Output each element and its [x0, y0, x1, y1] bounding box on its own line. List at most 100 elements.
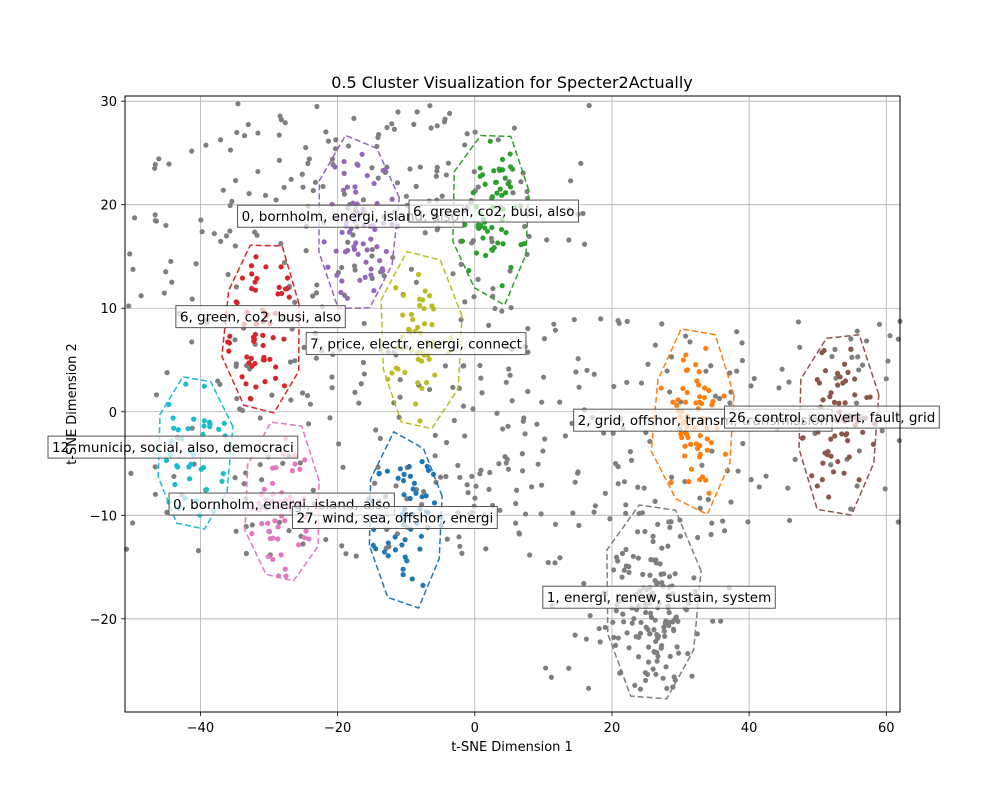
noise-point	[511, 125, 517, 131]
cluster-point	[355, 162, 361, 168]
cluster-point	[693, 441, 699, 447]
noise-point	[883, 376, 889, 382]
noise-point	[339, 264, 345, 271]
noise-point	[849, 354, 855, 360]
cluster-point	[658, 385, 664, 391]
cluster-point	[674, 402, 680, 409]
cluster-point	[270, 535, 276, 541]
cluster-point	[411, 480, 418, 486]
noise-point	[314, 103, 320, 110]
noise-point	[237, 406, 243, 412]
noise-point	[682, 478, 688, 485]
cluster-point	[281, 383, 288, 389]
noise-point	[621, 479, 628, 485]
noise-point	[233, 363, 239, 369]
cluster-point	[186, 476, 193, 482]
cluster-point	[362, 274, 368, 280]
cluster-point	[636, 654, 642, 660]
cluster-point	[651, 648, 657, 655]
noise-point	[786, 379, 792, 385]
noise-point	[169, 279, 175, 285]
cluster-point	[654, 658, 660, 664]
cluster-point	[659, 545, 665, 551]
noise-point	[223, 233, 230, 239]
cluster-point	[652, 617, 658, 623]
noise-point	[552, 327, 559, 333]
cluster-point	[292, 461, 298, 467]
cluster-point	[835, 458, 841, 465]
cluster-point	[389, 196, 395, 202]
noise-point	[573, 369, 579, 375]
noise-point	[505, 466, 511, 472]
annotation-label: 27, wind, sea, offshor, energi	[296, 511, 493, 527]
cluster-point	[339, 278, 345, 284]
noise-point	[336, 441, 342, 447]
cluster-point	[260, 332, 266, 338]
noise-point	[489, 239, 495, 245]
cluster-point	[191, 416, 197, 422]
cluster-point	[431, 500, 438, 506]
cluster-point	[679, 434, 685, 441]
noise-point	[407, 166, 413, 172]
noise-point	[288, 176, 294, 182]
noise-point	[450, 384, 456, 390]
noise-point	[171, 473, 177, 480]
noise-point	[575, 356, 581, 362]
noise-point	[490, 285, 496, 292]
noise-point	[786, 517, 793, 524]
noise-point	[249, 522, 255, 528]
cluster-hull	[606, 504, 702, 700]
noise-point	[667, 389, 673, 395]
cluster-point	[380, 167, 386, 173]
noise-point	[520, 418, 526, 424]
noise-point	[375, 464, 381, 470]
noise-point	[581, 580, 587, 587]
cluster-point	[413, 490, 419, 496]
cluster-point	[306, 536, 312, 542]
cluster-point	[413, 401, 419, 407]
noise-point	[235, 101, 241, 107]
noise-point	[339, 543, 345, 549]
cluster-point	[836, 400, 842, 406]
noise-point	[685, 650, 691, 657]
noise-point	[442, 116, 448, 122]
noise-point	[828, 462, 834, 468]
cluster-point	[694, 378, 700, 384]
noise-point	[829, 353, 835, 360]
noise-point	[668, 354, 675, 360]
noise-point	[203, 142, 209, 148]
cluster-point	[353, 189, 359, 195]
noise-point	[863, 338, 870, 344]
cluster-point	[426, 356, 432, 362]
noise-point	[195, 548, 202, 554]
cluster-point	[826, 494, 832, 500]
noise-point	[442, 363, 449, 369]
annotation-box	[542, 585, 776, 609]
cluster-point	[670, 626, 677, 632]
cluster-point	[631, 616, 637, 622]
cluster-point	[402, 537, 408, 543]
cluster-point	[661, 628, 667, 634]
cluster-point	[272, 375, 279, 381]
cluster-hull	[244, 421, 320, 582]
noise-point	[340, 464, 346, 470]
cluster-point	[650, 666, 656, 672]
noise-point	[426, 386, 433, 393]
noise-point	[434, 168, 440, 174]
noise-point	[397, 377, 403, 383]
noise-point	[459, 550, 465, 556]
cluster-point	[691, 575, 697, 581]
cluster-point	[172, 481, 178, 488]
cluster-point	[357, 277, 363, 283]
cluster-point	[844, 431, 850, 437]
noise-point	[163, 222, 169, 229]
noise-point	[475, 276, 481, 282]
noise-point	[748, 477, 754, 483]
y-tick-label: 30	[100, 95, 117, 110]
noise-point	[876, 321, 883, 327]
noise-point	[475, 184, 481, 190]
cluster-point	[648, 557, 654, 563]
cluster-point	[499, 283, 505, 289]
noise-point	[879, 428, 885, 434]
cluster-hull	[368, 430, 443, 609]
